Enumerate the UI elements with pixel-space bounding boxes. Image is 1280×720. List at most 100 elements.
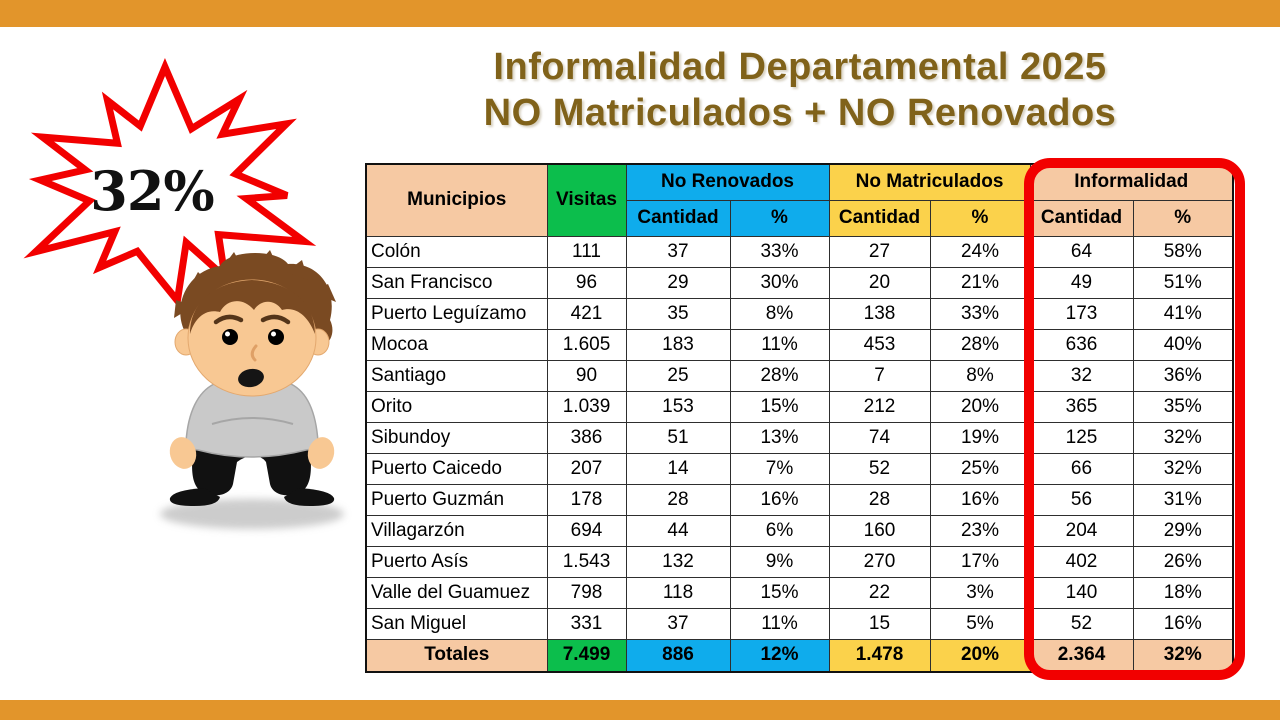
table-row: Santiago 90 25 28% 7 8% 32 36%	[365, 359, 1234, 392]
worried-boy-illustration	[160, 250, 344, 529]
value-cell: 24%	[929, 235, 1031, 268]
value-cell: 28%	[729, 359, 830, 392]
value-cell: 453	[828, 328, 931, 361]
table-row: Valle del Guamuez 798 118 15% 22 3% 140 18%	[365, 576, 1234, 609]
sub-header-nm-cantidad: Cantidad	[828, 199, 931, 237]
table-row: Puerto Caicedo 207 14 7% 52 25% 66 32%	[365, 452, 1234, 485]
value-cell: 52	[828, 452, 931, 485]
municipio-cell: Puerto Caicedo	[365, 452, 548, 485]
table-row: San Francisco 96 29 30% 20 21% 49 51%	[365, 266, 1234, 299]
sub-header-inf-pct: %	[1132, 199, 1234, 237]
value-cell: 16%	[929, 483, 1031, 516]
value-cell: 13%	[729, 421, 830, 454]
value-cell: 26%	[1132, 545, 1234, 578]
value-cell: 32%	[1132, 421, 1234, 454]
value-cell: 33%	[929, 297, 1031, 330]
value-cell: 52	[1029, 607, 1134, 640]
value-cell: 153	[625, 390, 731, 423]
totals-nr-cantidad: 886	[625, 638, 731, 673]
value-cell: 5%	[929, 607, 1031, 640]
municipio-cell: Puerto Asís	[365, 545, 548, 578]
value-cell: 33%	[729, 235, 830, 268]
value-cell: 207	[546, 452, 627, 485]
value-cell: 56	[1029, 483, 1134, 516]
municipio-cell: Orito	[365, 390, 548, 423]
table-row: Mocoa 1.605 183 11% 453 28% 636 40%	[365, 328, 1234, 361]
value-cell: 19%	[929, 421, 1031, 454]
value-cell: 132	[625, 545, 731, 578]
group-header-no-matriculados: No Matriculados	[828, 163, 1031, 201]
title-line-2: NO Matriculados + NO Renovados	[483, 92, 1117, 134]
value-cell: 96	[546, 266, 627, 299]
value-cell: 51	[625, 421, 731, 454]
value-cell: 18%	[1132, 576, 1234, 609]
value-cell: 15	[828, 607, 931, 640]
group-header-no-renovados: No Renovados	[625, 163, 830, 201]
value-cell: 16%	[729, 483, 830, 516]
value-cell: 421	[546, 297, 627, 330]
value-cell: 365	[1029, 390, 1134, 423]
value-cell: 28	[828, 483, 931, 516]
value-cell: 173	[1029, 297, 1134, 330]
informalidad-table: Municipios Visitas No Renovados No Matri…	[365, 163, 1235, 673]
value-cell: 74	[828, 421, 931, 454]
table-row: Puerto Leguízamo 421 35 8% 138 33% 173 41%	[365, 297, 1234, 330]
value-cell: 204	[1029, 514, 1134, 547]
totals-inf-pct: 32%	[1132, 638, 1234, 673]
value-cell: 25%	[929, 452, 1031, 485]
value-cell: 1.543	[546, 545, 627, 578]
value-cell: 28	[625, 483, 731, 516]
value-cell: 25	[625, 359, 731, 392]
totals-visitas: 7.499	[546, 638, 627, 673]
municipio-cell: Puerto Guzmán	[365, 483, 548, 516]
value-cell: 20%	[929, 390, 1031, 423]
value-cell: 7%	[729, 452, 830, 485]
table-row: Puerto Asís 1.543 132 9% 270 17% 402 26%	[365, 545, 1234, 578]
value-cell: 125	[1029, 421, 1134, 454]
municipio-cell: Mocoa	[365, 328, 548, 361]
value-cell: 36%	[1132, 359, 1234, 392]
sub-header-nr-pct: %	[729, 199, 830, 237]
value-cell: 111	[546, 235, 627, 268]
value-cell: 402	[1029, 545, 1134, 578]
municipio-cell: Valle del Guamuez	[365, 576, 548, 609]
boy-shadow	[160, 499, 344, 529]
value-cell: 183	[625, 328, 731, 361]
value-cell: 30%	[729, 266, 830, 299]
value-cell: 11%	[729, 607, 830, 640]
value-cell: 27	[828, 235, 931, 268]
municipio-cell: San Francisco	[365, 266, 548, 299]
value-cell: 44	[625, 514, 731, 547]
value-cell: 32	[1029, 359, 1134, 392]
boy-hands	[169, 437, 335, 469]
value-cell: 636	[1029, 328, 1134, 361]
municipio-cell: San Miguel	[365, 607, 548, 640]
slide-title: Informalidad Departamental 2025 NO Matri…	[385, 44, 1215, 136]
totals-nm-cantidad: 1.478	[828, 638, 931, 673]
value-cell: 16%	[1132, 607, 1234, 640]
value-cell: 17%	[929, 545, 1031, 578]
boy-head	[174, 250, 336, 397]
value-cell: 29	[625, 266, 731, 299]
value-cell: 66	[1029, 452, 1134, 485]
col-header-visitas: Visitas	[546, 163, 627, 237]
value-cell: 37	[625, 235, 731, 268]
sub-header-nm-pct: %	[929, 199, 1031, 237]
value-cell: 8%	[729, 297, 830, 330]
value-cell: 22	[828, 576, 931, 609]
burst-value: 32%	[90, 159, 214, 223]
table-body: Colón 111 37 33% 27 24% 64 58% San Francisco 96 29…	[365, 235, 1234, 640]
municipio-cell: Villagarzón	[365, 514, 548, 547]
bottom-accent-bar	[0, 700, 1280, 720]
value-cell: 1.605	[546, 328, 627, 361]
municipio-cell: Colón	[365, 235, 548, 268]
table-row: Colón 111 37 33% 27 24% 64 58%	[365, 235, 1234, 268]
table-row: Puerto Guzmán 178 28 16% 28 16% 56 31%	[365, 483, 1234, 516]
value-cell: 20	[828, 266, 931, 299]
value-cell: 41%	[1132, 297, 1234, 330]
table-row: Orito 1.039 153 15% 212 20% 365 35%	[365, 390, 1234, 423]
value-cell: 694	[546, 514, 627, 547]
totals-inf-cantidad: 2.364	[1029, 638, 1134, 673]
value-cell: 64	[1029, 235, 1134, 268]
value-cell: 8%	[929, 359, 1031, 392]
